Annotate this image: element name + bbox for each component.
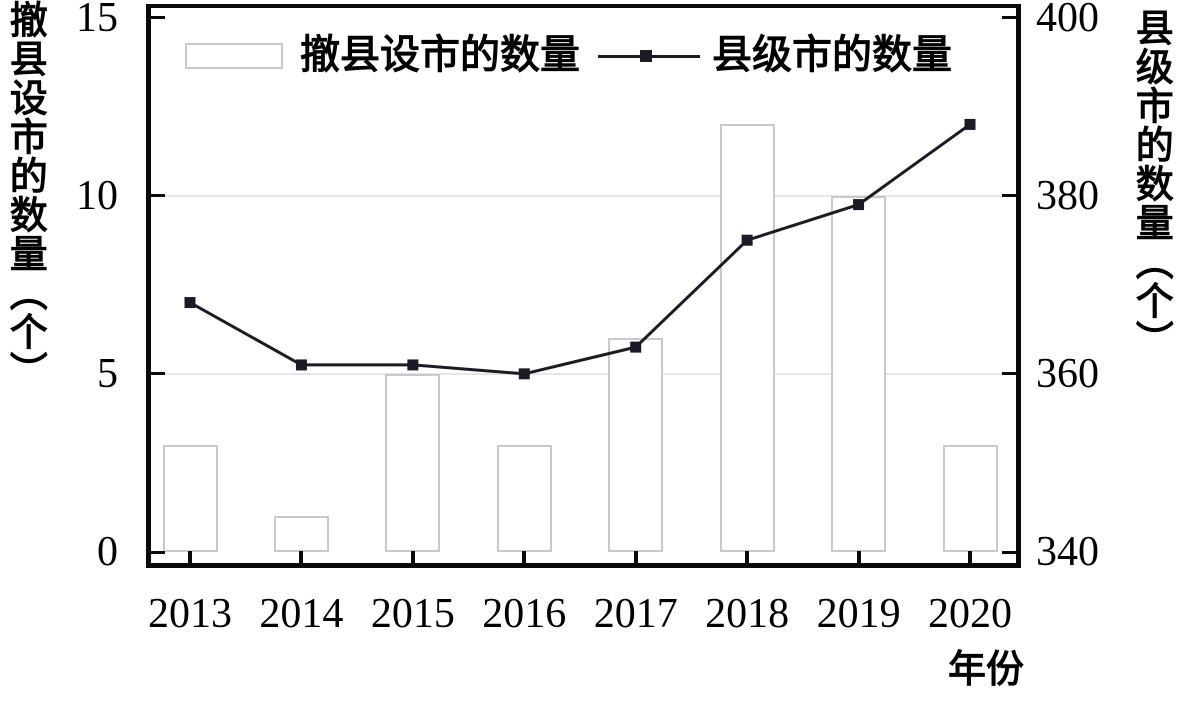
right-axis-title: 县级市的数量（个） <box>1129 8 1172 359</box>
legend-line-marker-icon <box>640 50 652 62</box>
bar-2020 <box>942 445 998 552</box>
x-axis-label-2014: 2014 <box>259 591 344 637</box>
line-marker-2019 <box>853 199 865 211</box>
x-tick-2018 <box>745 551 750 563</box>
right-tick-400 <box>1002 16 1016 20</box>
gridline-5 <box>151 372 1016 375</box>
line-series <box>184 118 976 380</box>
right-axis-label-380: 380 <box>1036 172 1099 219</box>
right-axis-label-360: 360 <box>1036 350 1099 397</box>
left-axis-label-5: 5 <box>97 350 118 397</box>
line-marker-2015 <box>407 359 419 371</box>
x-axis-label-2020: 2020 <box>928 591 1012 637</box>
right-axis-label-340: 340 <box>1036 529 1099 575</box>
x-axis-label-2017: 2017 <box>593 591 678 637</box>
x-axis-label-2013: 2013 <box>148 591 232 637</box>
legend-bar-label: 撤县设市的数量 <box>300 33 580 77</box>
left-tick-0 <box>151 550 165 554</box>
line-marker-2016 <box>518 368 530 380</box>
line-marker-2020 <box>964 118 976 130</box>
legend-line-label: 县级市的数量 <box>712 33 952 77</box>
x-tick-2016 <box>522 551 527 563</box>
left-axis-title: 撤县设市的数量（个） <box>3 0 46 390</box>
bar-2016 <box>496 445 552 552</box>
line-marker-2013 <box>184 297 196 309</box>
right-tick-380 <box>1002 194 1016 198</box>
x-axis-label-2019: 2019 <box>816 591 901 637</box>
left-tick-10 <box>151 194 165 198</box>
left-axis-label-15: 15 <box>76 0 118 41</box>
x-tick-2013 <box>188 551 192 563</box>
bar-2014 <box>273 516 329 552</box>
bar-2019 <box>831 195 887 552</box>
left-tick-5 <box>151 372 165 376</box>
legend-bar-swatch <box>185 43 283 69</box>
bar-2018 <box>719 124 775 552</box>
x-tick-2015 <box>410 551 415 563</box>
plot-inner: 撤县设市的数量 县级市的数量 <box>151 8 1016 563</box>
plot-area: 撤县设市的数量 县级市的数量 <box>146 4 1021 568</box>
x-axis-label-2015: 2015 <box>370 591 455 637</box>
line-marker-2018 <box>741 234 753 246</box>
left-axis-label-0: 0 <box>97 529 118 575</box>
bar-2017 <box>608 338 664 552</box>
x-tick-2019 <box>856 551 861 563</box>
right-axis-label-400: 400 <box>1036 0 1099 41</box>
x-tick-2017 <box>633 551 638 563</box>
x-tick-2014 <box>299 551 304 563</box>
bar-2015 <box>385 373 441 552</box>
line-marker-2014 <box>295 359 307 371</box>
x-tick-2020 <box>968 551 972 563</box>
right-tick-360 <box>1002 372 1016 376</box>
x-axis-label-2016: 2016 <box>482 591 567 637</box>
x-axis-title: 年份 <box>947 649 1024 691</box>
x-axis-label-2018: 2018 <box>705 591 790 637</box>
left-axis-label-10: 10 <box>76 172 118 219</box>
right-tick-340 <box>1002 550 1016 554</box>
left-tick-15 <box>151 16 165 19</box>
bar-2013 <box>162 445 218 552</box>
line-marker-2017 <box>630 341 642 353</box>
gridline-10 <box>151 194 1016 197</box>
